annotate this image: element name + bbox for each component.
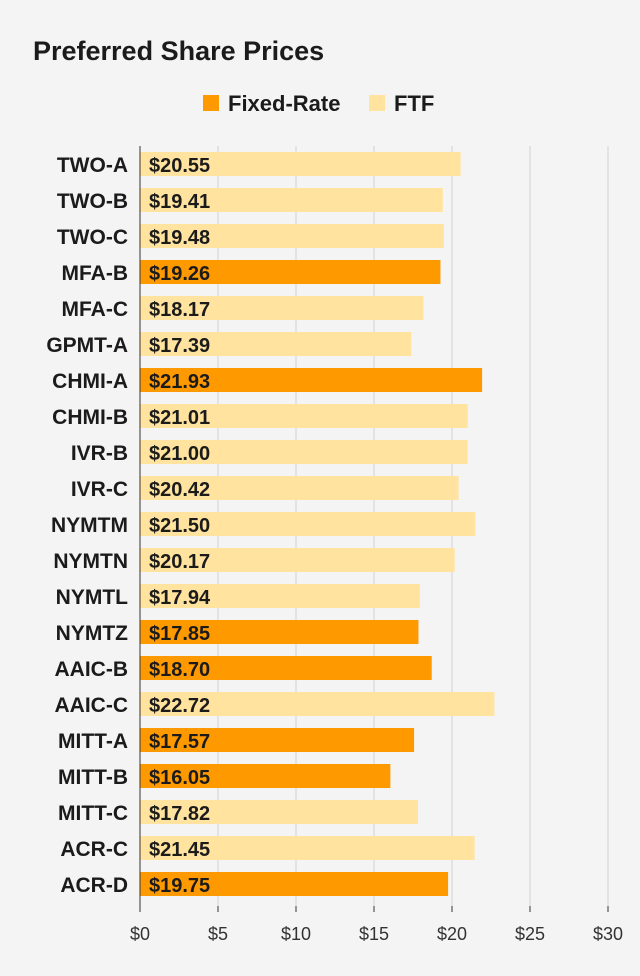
bar — [140, 440, 468, 464]
bar — [140, 764, 391, 788]
value-label: $19.75 — [149, 875, 210, 897]
value-label: $17.57 — [149, 731, 210, 753]
category-label: IVR-C — [71, 478, 128, 501]
bar — [140, 512, 476, 536]
legend: Fixed-Rate FTF — [203, 91, 434, 116]
value-label: $19.41 — [149, 191, 210, 213]
x-tick-label: $25 — [515, 924, 545, 944]
x-tick-label: $20 — [437, 924, 467, 944]
legend-swatch-fixed-rate — [203, 95, 219, 111]
x-tick-label: $5 — [208, 924, 228, 944]
bar — [140, 692, 495, 716]
bar — [140, 620, 419, 644]
bar — [140, 836, 475, 860]
x-tick-label: $10 — [281, 924, 311, 944]
bar — [140, 260, 441, 284]
category-label: NYMTZ — [56, 622, 128, 645]
value-label: $17.85 — [149, 623, 210, 645]
value-label: $17.39 — [149, 335, 210, 357]
x-tick-label: $15 — [359, 924, 389, 944]
category-label: NYMTM — [51, 514, 128, 537]
x-tick-label: $0 — [130, 924, 150, 944]
bar — [140, 548, 455, 572]
value-label: $21.00 — [149, 443, 210, 465]
category-label: TWO-C — [57, 226, 128, 249]
category-label: CHMI-A — [52, 370, 128, 393]
category-label: MITT-B — [58, 766, 128, 789]
bar — [140, 728, 415, 752]
category-label: MITT-C — [58, 802, 128, 825]
bar — [140, 368, 483, 392]
category-label: GPMT-A — [46, 334, 128, 357]
bar — [140, 404, 468, 428]
legend-swatch-ftf — [369, 95, 385, 111]
x-axis: $0 $5 $10 $15 $20 $25 $30 — [130, 146, 623, 944]
category-label: MFA-B — [62, 262, 129, 285]
value-label: $21.45 — [149, 839, 210, 861]
bars — [140, 152, 495, 896]
bar — [140, 584, 420, 608]
x-tick-label: $30 — [593, 924, 623, 944]
bar — [140, 152, 461, 176]
value-label: $18.17 — [149, 299, 210, 321]
bar — [140, 800, 418, 824]
value-label: $20.55 — [149, 155, 210, 177]
labels: TWO-A $20.55 TWO-B $19.41 TWO-C $19.48 MFA-B $1… — [46, 154, 211, 897]
category-label: MFA-C — [62, 298, 129, 321]
value-label: $19.48 — [149, 227, 210, 249]
category-label: TWO-B — [57, 190, 128, 213]
value-label: $20.42 — [149, 479, 210, 501]
category-label: TWO-A — [57, 154, 128, 177]
category-label: AAIC-B — [55, 658, 129, 681]
bar — [140, 296, 424, 320]
value-label: $17.82 — [149, 803, 210, 825]
bar — [140, 332, 412, 356]
value-label: $21.50 — [149, 515, 210, 537]
value-label: $21.01 — [149, 407, 210, 429]
category-label: NYMTL — [56, 586, 128, 609]
value-label: $18.70 — [149, 659, 210, 681]
bar — [140, 476, 459, 500]
category-label: MITT-A — [58, 730, 128, 753]
category-label: ACR-D — [60, 874, 128, 897]
category-label: ACR-C — [60, 838, 128, 861]
bar — [140, 872, 449, 896]
value-label: $17.94 — [149, 587, 211, 609]
legend-label-ftf: FTF — [394, 91, 434, 116]
chart-title: Preferred Share Prices — [33, 36, 324, 66]
value-label: $19.26 — [149, 263, 210, 285]
bar — [140, 656, 432, 680]
value-label: $20.17 — [149, 551, 210, 573]
category-label: CHMI-B — [52, 406, 128, 429]
legend-label-fixed-rate: Fixed-Rate — [228, 91, 340, 116]
category-label: IVR-B — [71, 442, 128, 465]
category-label: NYMTN — [53, 550, 128, 573]
value-label: $21.93 — [149, 371, 210, 393]
bar — [140, 188, 443, 212]
category-label: AAIC-C — [55, 694, 129, 717]
bar — [140, 224, 444, 248]
value-label: $22.72 — [149, 695, 210, 717]
value-label: $16.05 — [149, 767, 210, 789]
